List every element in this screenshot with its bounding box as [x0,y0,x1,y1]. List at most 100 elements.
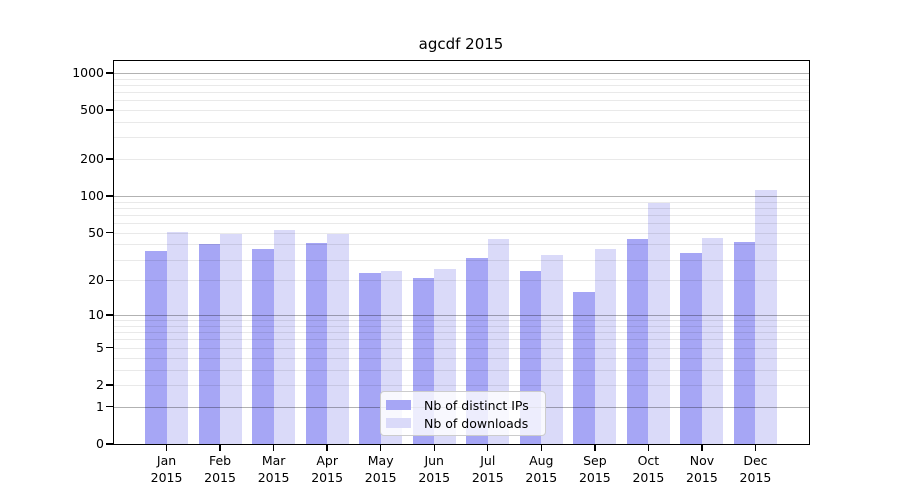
bar-nb-of-downloads-nov-2015 [701,238,724,444]
x-tick-label-jul-2015: Jul 2015 [471,453,504,485]
y-tick-label-20: 20 [88,272,104,288]
gridline-minor-9 [113,320,809,322]
x-tick-mark-oct-2015 [647,445,650,451]
bar-nb-of-distinct-ips-feb-2015 [198,244,221,444]
plot-area: Nb of distinct IPs Nb of downloads [113,60,809,444]
bar-nb-of-downloads-mar-2015 [273,229,296,444]
y-tick-label-100: 100 [80,188,104,204]
x-tick-label-mar-2015: Mar 2015 [257,453,290,485]
bar-nb-of-downloads-oct-2015 [648,203,670,444]
x-tick-label-dec-2015: Dec 2015 [739,453,772,485]
x-tick-mark-dec-2015 [754,445,757,451]
gridline-major-10 [113,315,809,317]
bar-nb-of-downloads-jan-2015 [166,231,189,444]
y-tick-mark-100 [106,195,113,197]
gridline-minor-700 [113,91,809,93]
y-tick-mark-0 [106,443,113,445]
y-tick-mark-200 [106,158,113,160]
bar-nb-of-downloads-apr-2015 [327,233,349,444]
bar-nb-of-distinct-ips-sep-2015 [573,291,595,444]
gridline-minor-20 [113,280,809,282]
x-tick-mark-jun-2015 [433,445,435,451]
x-tick-mark-apr-2015 [326,445,328,451]
gridline-minor-3 [113,369,809,371]
y-tick-label-0: 0 [96,436,104,451]
bar-nb-of-distinct-ips-nov-2015 [680,252,702,444]
bar-nb-of-downloads-sep-2015 [594,248,617,444]
gridline-minor-6 [113,339,809,341]
gridline-minor-40 [113,244,809,246]
x-tick-mark-aug-2015 [540,445,542,451]
chart-title: agcdf 2015 [418,35,504,53]
y-tick-mark-10 [106,314,113,316]
gridline-minor-60 [113,223,809,225]
y-tick-mark-2 [106,384,113,386]
x-tick-label-nov-2015: Nov 2015 [686,453,718,485]
x-tick-label-may-2015: May 2015 [364,453,397,485]
gridline-minor-800 [113,84,809,86]
gridline-minor-50 [113,232,809,234]
gridline-minor-400 [113,121,809,123]
legend-item-distinct-ips: Nb of distinct IPs [386,396,545,414]
gridline-minor-600 [113,100,809,102]
gridline-minor-300 [113,137,809,139]
x-tick-mark-nov-2015 [701,445,703,451]
x-tick-mark-jan-2015 [165,445,168,451]
y-tick-mark-1000 [106,72,113,74]
legend: Nb of distinct IPs Nb of downloads [380,391,546,436]
gridline-minor-200 [113,159,809,161]
gridline-minor-500 [113,110,809,112]
x-tick-label-feb-2015: Feb 2015 [204,453,236,485]
bar-nb-of-distinct-ips-mar-2015 [252,248,274,444]
x-tick-label-oct-2015: Oct 2015 [632,453,665,485]
gridline-minor-900 [113,78,809,80]
y-tick-label-10: 10 [88,307,104,323]
y-tick-mark-20 [106,279,113,282]
x-tick-mark-feb-2015 [219,445,221,451]
gridline-minor-8 [113,325,809,327]
bar-nb-of-downloads-feb-2015 [220,233,242,444]
bar-nb-of-downloads-aug-2015 [541,254,563,444]
bar-nb-of-distinct-ips-dec-2015 [733,241,756,444]
x-tick-label-jun-2015: Jun 2015 [418,453,451,485]
bar-nb-of-distinct-ips-apr-2015 [305,243,328,444]
x-tick-mark-may-2015 [379,445,382,451]
gridline-minor-2 [113,384,809,386]
y-tick-label-1: 1 [96,398,104,414]
gridline-minor-80 [113,207,809,209]
y-tick-label-5: 5 [96,339,104,355]
gridline-minor-90 [113,201,809,203]
x-tick-label-aug-2015: Aug 2015 [525,453,558,485]
bar-nb-of-downloads-dec-2015 [755,190,777,444]
legend-label-downloads: Nb of downloads [424,415,529,431]
gridline-minor-70 [113,214,809,216]
bar-nb-of-distinct-ips-may-2015 [359,273,381,444]
x-tick-label-jan-2015: Jan 2015 [150,453,183,485]
gridline-major-100 [113,196,809,198]
gridline-minor-5 [113,347,809,349]
x-tick-mark-jul-2015 [487,445,489,451]
gridline-minor-30 [113,259,809,261]
bar-nb-of-distinct-ips-oct-2015 [626,239,649,444]
y-tick-mark-500 [106,109,113,111]
x-tick-label-apr-2015: Apr 2015 [311,453,344,485]
y-tick-label-50: 50 [88,224,104,240]
y-tick-mark-1 [106,406,113,408]
bar-nb-of-distinct-ips-jan-2015 [145,251,167,444]
y-tick-mark-5 [106,347,113,349]
gridline-major-1000 [113,72,809,75]
gridline-minor-7 [113,332,809,334]
y-tick-label-500: 500 [80,102,104,118]
gridline-minor-4 [113,357,809,359]
legend-label-distinct-ips: Nb of distinct IPs [424,397,529,413]
x-tick-label-sep-2015: Sep 2015 [578,453,611,485]
y-tick-label-1000: 1000 [72,64,104,80]
y-tick-label-2: 2 [96,376,104,392]
legend-swatch-distinct-ips [386,400,411,410]
legend-swatch-downloads [386,418,411,428]
x-tick-mark-mar-2015 [272,445,275,451]
x-tick-mark-sep-2015 [594,445,596,451]
legend-item-downloads: Nb of downloads [386,414,545,432]
y-tick-label-200: 200 [80,151,104,167]
